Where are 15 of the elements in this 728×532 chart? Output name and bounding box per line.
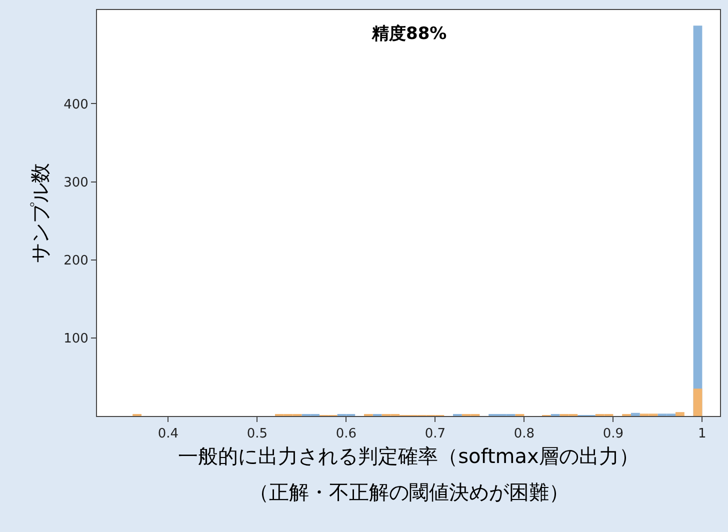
- y-tick-label: 400: [64, 97, 88, 112]
- y-tick-label: 200: [64, 253, 88, 268]
- x-tick-label: 0.9: [602, 426, 624, 442]
- y-tick-label: 300: [64, 175, 88, 190]
- x-axis-title: 一般的に出力される判定確率（softmax層の出力）: [178, 444, 639, 468]
- y-axis-title: サンプル数: [28, 163, 52, 263]
- y-tick-label: 100: [64, 331, 88, 346]
- x-tick-label: 0.5: [246, 426, 268, 442]
- text: （正解・不正解の閾値決めが困難）: [249, 480, 569, 504]
- x-tick-label: 1: [698, 426, 706, 442]
- x-tick-label: 0.6: [336, 426, 357, 442]
- x-tick-label: 0.7: [424, 426, 446, 442]
- text: 精度88%: [371, 24, 447, 44]
- x-tick-label: 0.8: [514, 426, 535, 442]
- x-tick-label: 0.4: [158, 426, 179, 442]
